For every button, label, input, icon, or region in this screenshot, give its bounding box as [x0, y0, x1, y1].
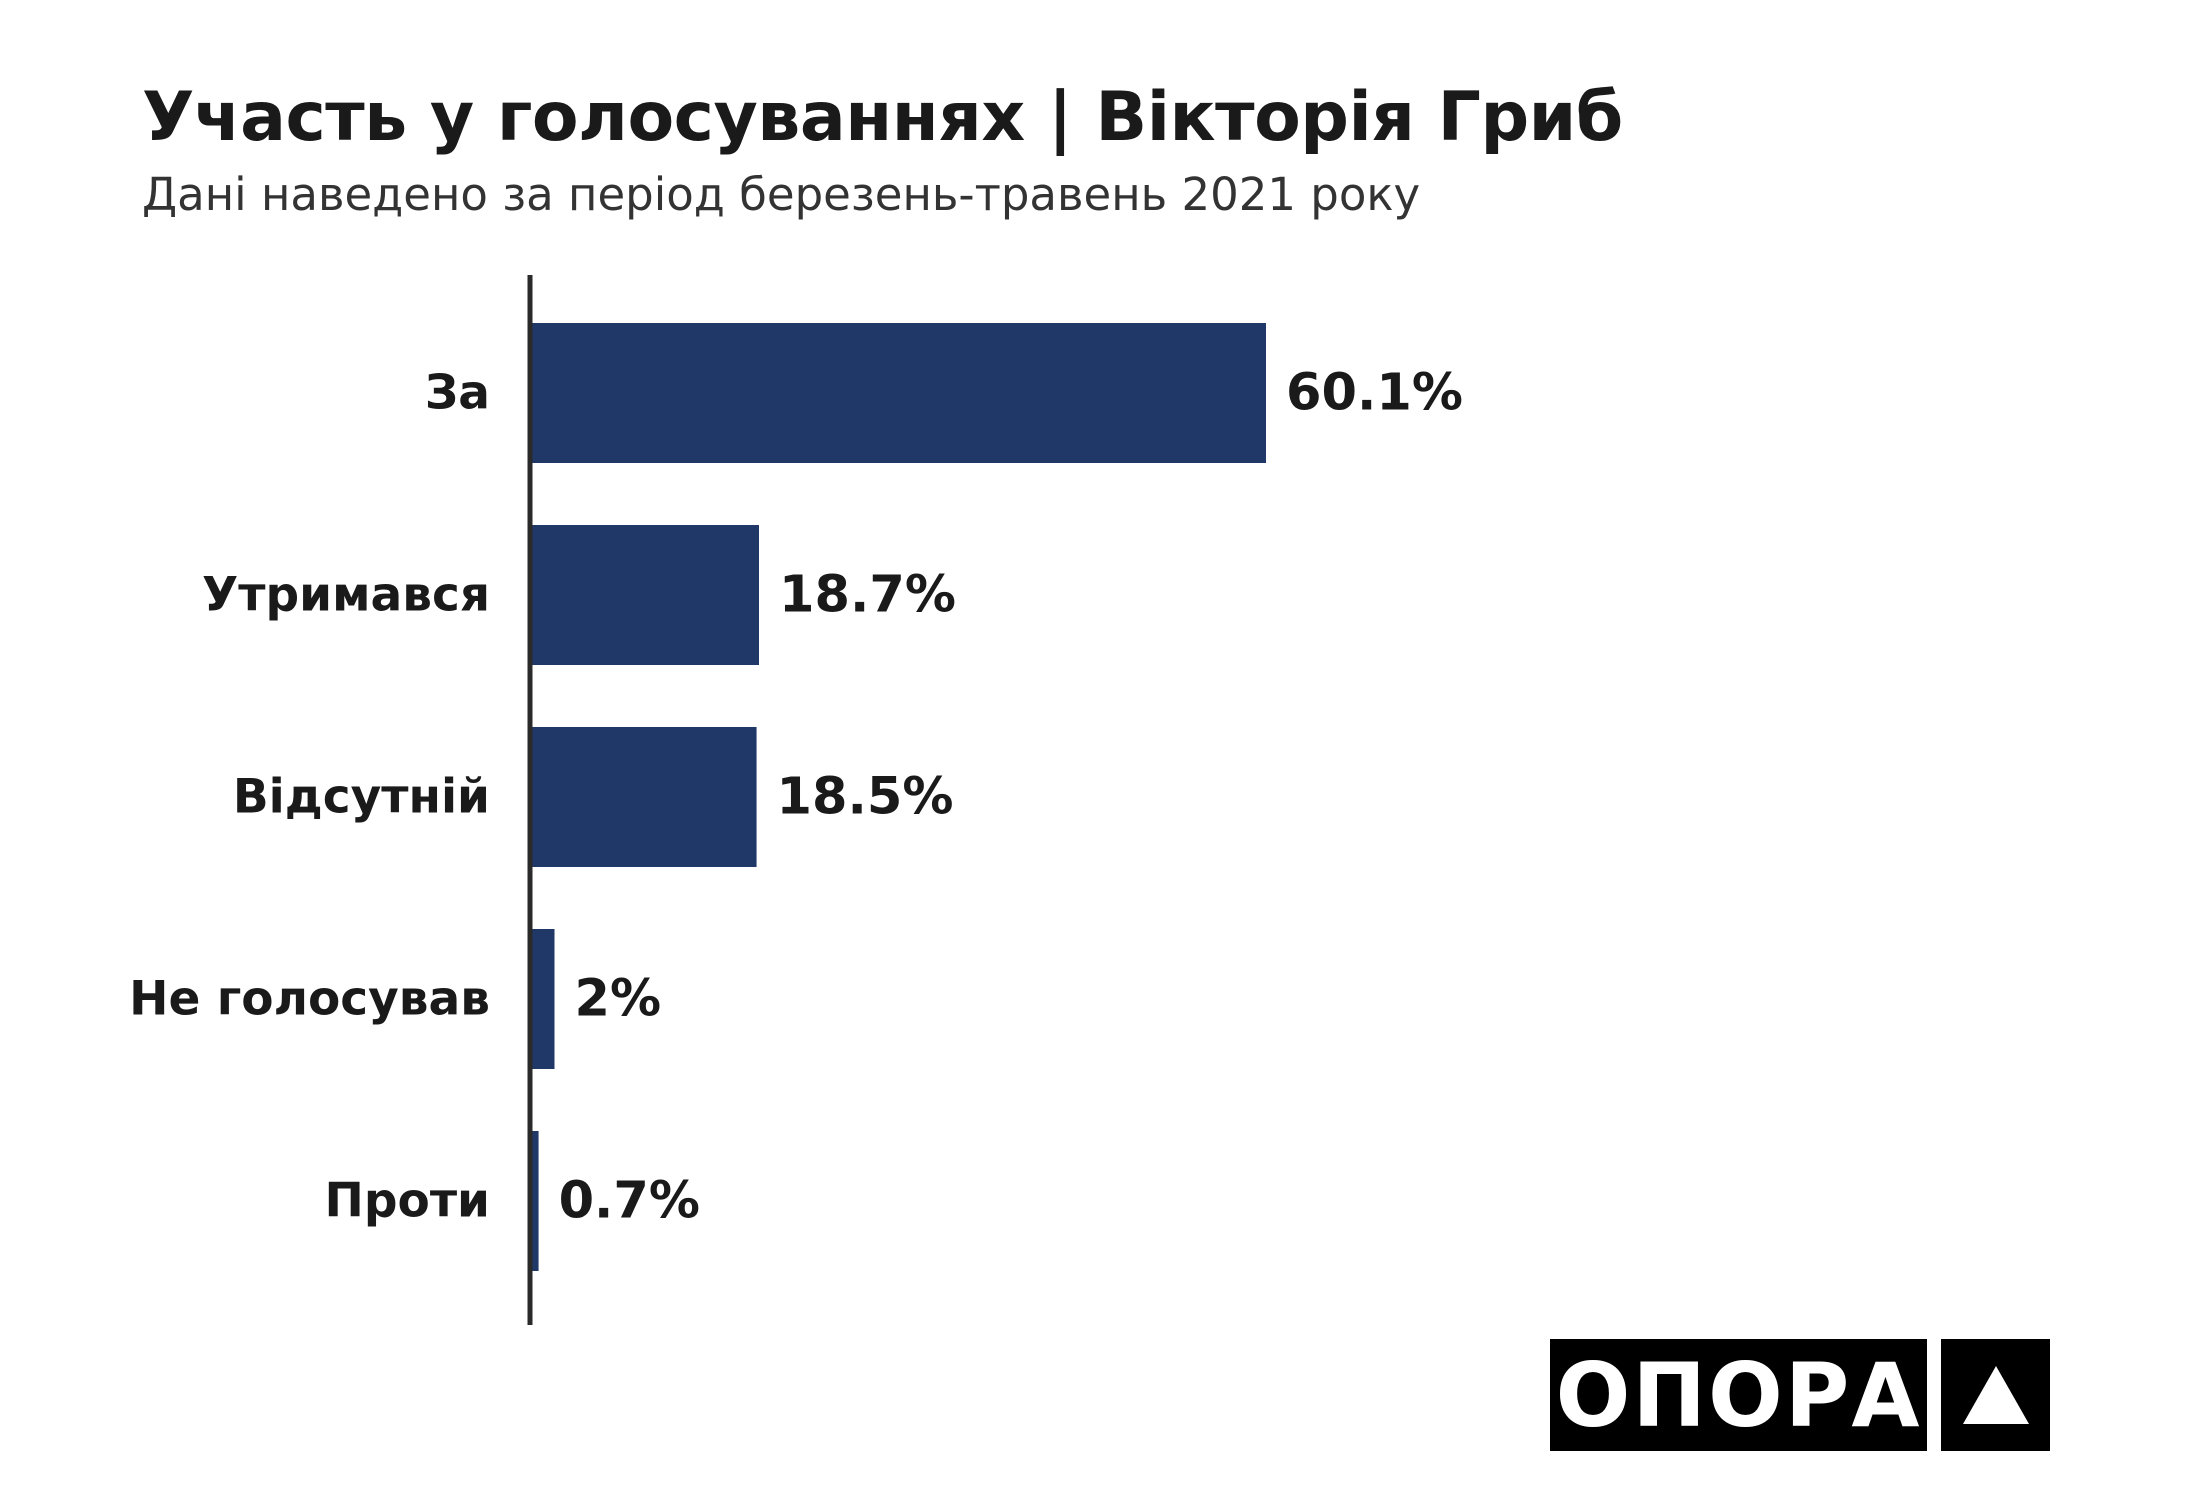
bar — [530, 727, 757, 867]
bar — [530, 929, 555, 1069]
opora-logo-wordmark: ОПОРА — [1550, 1339, 1927, 1451]
bar — [530, 525, 760, 665]
bar-chart: За 60.1% Утримався 18.7% Відсутній 18.5% Не го… — [129, 275, 1463, 1325]
value-label: 18.5% — [777, 768, 954, 827]
opora-logo-mark — [1941, 1339, 2050, 1451]
bar — [530, 323, 1266, 463]
value-label: 2% — [574, 970, 661, 1029]
category-label: Проти — [325, 1174, 490, 1229]
category-label: За — [425, 366, 490, 421]
chart-title: Участь у голосуваннях | Вікторія Гриб — [142, 78, 1623, 157]
value-label: 18.7% — [779, 566, 956, 625]
bars-layer — [530, 323, 1266, 1271]
category-label: Утримався — [202, 568, 490, 623]
category-label: Не голосував — [129, 972, 490, 1027]
bar — [530, 1131, 539, 1271]
category-label: Відсутній — [233, 770, 490, 825]
value-label: 0.7% — [559, 1172, 700, 1231]
chart-subtitle: Дані наведено за період березень-травень… — [142, 168, 1421, 221]
labels-layer: За 60.1% Утримався 18.7% Відсутній 18.5% Не го… — [129, 364, 1463, 1231]
triangle-icon — [1962, 1366, 2029, 1424]
value-label: 60.1% — [1286, 364, 1463, 423]
